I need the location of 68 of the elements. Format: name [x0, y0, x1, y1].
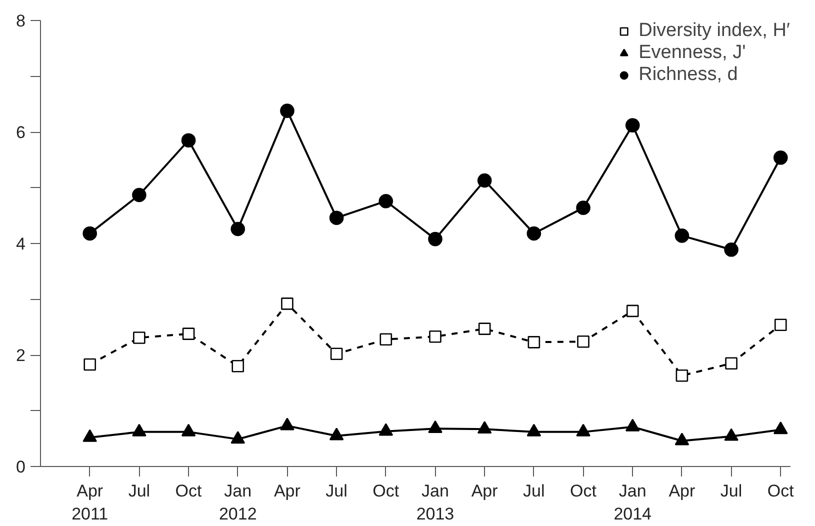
point	[429, 330, 442, 343]
x-tick-label: Oct	[767, 482, 794, 500]
x-tick-label: Jan 2012	[218, 482, 257, 524]
x-tick-label: Apr	[274, 482, 301, 500]
point	[181, 424, 196, 436]
x-tick-label: Oct	[570, 482, 597, 500]
point	[330, 348, 343, 360]
point	[329, 428, 344, 440]
x-tick-label: Jan 2013	[416, 482, 454, 524]
point	[478, 322, 491, 335]
point	[773, 150, 788, 165]
point	[84, 358, 96, 371]
y-tick-label: 0	[16, 458, 26, 476]
point	[182, 328, 195, 340]
point	[724, 242, 738, 257]
point	[576, 424, 590, 436]
legend-label: Diversity index, H′	[638, 20, 790, 42]
point	[674, 228, 690, 243]
point	[774, 318, 787, 332]
point	[230, 431, 246, 444]
x-tick-label: Apr	[668, 482, 696, 500]
point	[230, 222, 246, 236]
point	[133, 332, 146, 344]
x-tick-label: Apr	[471, 482, 498, 500]
point	[477, 420, 492, 434]
point	[477, 173, 492, 188]
x-tick-label: Jan 2014	[614, 482, 652, 524]
point	[674, 432, 690, 446]
point	[132, 424, 146, 436]
point	[378, 423, 394, 436]
y-tick-label: 4	[16, 234, 26, 254]
point	[280, 418, 294, 430]
point	[626, 304, 639, 318]
x-tick-label: Jul	[523, 482, 545, 500]
point	[576, 200, 590, 215]
point	[528, 336, 540, 348]
legend-label: Evenness, J'	[638, 42, 746, 64]
point	[281, 298, 294, 310]
point	[232, 360, 244, 372]
point	[773, 422, 788, 434]
point	[132, 188, 146, 202]
legend-label: Richness, d	[638, 64, 738, 86]
point	[82, 226, 97, 241]
point	[725, 357, 738, 370]
x-tick-label: Apr 2011	[72, 482, 108, 524]
point	[380, 333, 392, 346]
point	[577, 335, 590, 348]
x-tick-label: Oct	[372, 482, 400, 500]
point	[181, 133, 196, 148]
y-tick-label: 8	[16, 12, 26, 30]
x-tick-label: Oct	[175, 482, 202, 500]
y-tick-label: 2	[16, 346, 26, 365]
point	[526, 424, 542, 436]
point	[428, 232, 442, 246]
point	[280, 104, 294, 118]
x-tick-label: Jul	[128, 482, 150, 500]
point	[676, 369, 688, 382]
point	[82, 429, 97, 442]
y-tick-label: 6	[16, 123, 26, 142]
x-tick-label: Jul	[720, 482, 742, 500]
point	[378, 194, 394, 208]
point	[625, 118, 640, 132]
point	[329, 210, 344, 225]
point	[724, 428, 738, 441]
x-tick-label: Jul	[326, 482, 348, 500]
point	[526, 226, 542, 241]
point	[625, 418, 640, 432]
point	[428, 420, 442, 433]
